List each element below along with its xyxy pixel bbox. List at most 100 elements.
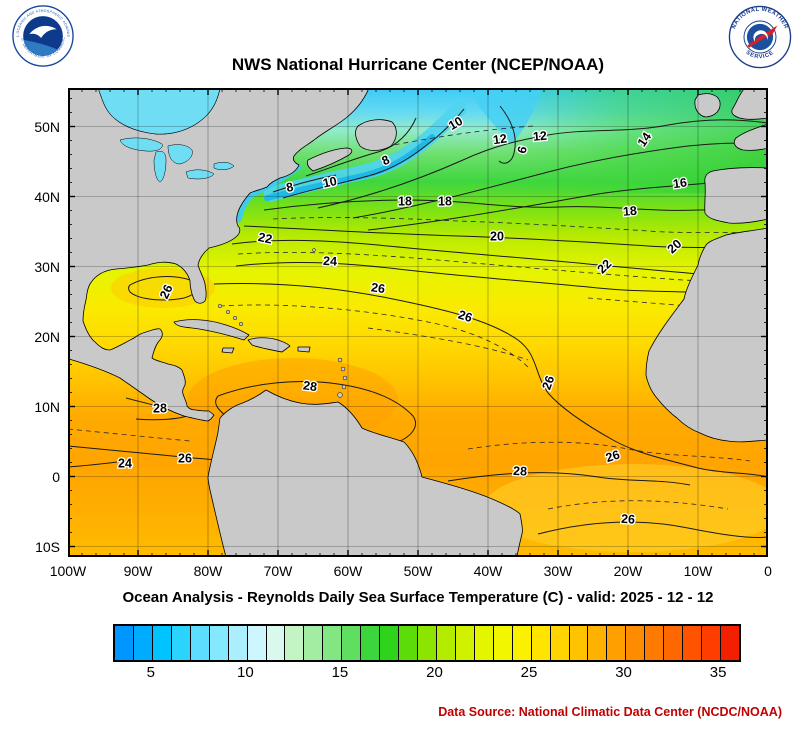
temperature-colorbar <box>113 624 741 662</box>
contour-label: 18 <box>438 194 452 208</box>
y-axis-label: 10S <box>35 538 60 555</box>
colorbar-tick-label: 25 <box>520 664 538 681</box>
nws-logo: NATIONAL WEATHER SERVICE <box>728 5 792 74</box>
contour-label: 12 <box>532 129 547 144</box>
nws-red-swoosh-icon <box>747 25 778 48</box>
sst-map: 8 8 10 10 6 12 12 14 16 18 18 18 20 20 22 22 24 24 26 26 26 2… <box>68 88 768 557</box>
contour-28-south <box>447 472 691 486</box>
colorbar-cell <box>418 626 437 660</box>
x-axis-label: 90W <box>123 563 153 579</box>
x-axis-label: 80W <box>193 563 223 579</box>
colorbar-cell <box>455 626 475 660</box>
colorbar-tick-label: 30 <box>615 664 632 681</box>
y-axis-label: 0 <box>52 468 60 485</box>
contour-label: 26 <box>370 280 386 296</box>
colorbar-cell <box>342 626 362 660</box>
contour-label: 26 <box>604 448 622 466</box>
colorbar-cell <box>569 626 589 660</box>
land-britain <box>731 88 768 120</box>
lake-erie <box>185 169 215 180</box>
contour-label: 24 <box>118 456 132 470</box>
small-islands <box>217 248 348 398</box>
land-cuba <box>173 319 250 341</box>
land-newfoundland <box>355 119 397 151</box>
y-axis-label: 50N <box>34 118 60 135</box>
colorbar-cell <box>285 626 305 660</box>
colorbar-cell <box>361 626 381 660</box>
contour-label: 20 <box>490 229 504 243</box>
contour-label: 12 <box>492 131 508 147</box>
colorbar-cell <box>152 626 172 660</box>
contour-label: 26 <box>621 512 636 527</box>
contour-10 <box>282 108 465 199</box>
noaa-logo-svg: NATIONAL OCEANIC AND ATMOSPHERIC ADMINIS… <box>11 2 74 67</box>
colorbar-tick-label: 20 <box>426 664 443 681</box>
colorbar-tick-label: 35 <box>709 664 727 681</box>
contour-26-south <box>537 521 768 538</box>
land-iberia <box>704 167 768 224</box>
nws-ring-text-bottom: SERVICE <box>745 50 776 61</box>
colorbar-cell <box>399 626 418 660</box>
island-bermuda <box>312 248 316 252</box>
colorbar-tick-labels: 5 10 15 20 25 30 35 <box>113 664 737 686</box>
land-africa <box>645 227 768 443</box>
colorbar-cell <box>247 626 267 660</box>
noaa-logo: NATIONAL OCEANIC AND ATMOSPHERIC ADMINIS… <box>11 2 74 72</box>
water-hudson-bay <box>97 88 221 135</box>
lake-ontario <box>213 162 235 170</box>
contour-label: 26 <box>456 308 474 326</box>
contour-label: 28 <box>513 464 528 479</box>
x-axis-label: 70W <box>263 563 293 579</box>
contour-label: 18 <box>398 194 412 208</box>
colorbar-cell <box>228 626 248 660</box>
land-jamaica <box>221 347 235 354</box>
land-north-america <box>68 88 370 422</box>
colorbar-cell <box>550 626 570 660</box>
contour-24-pacific <box>68 459 131 468</box>
contour-label: 16 <box>672 175 688 191</box>
colorbar-tick-label: 5 <box>146 664 155 681</box>
contour-label: 10 <box>322 174 339 191</box>
colorbar-cell <box>380 626 400 660</box>
y-axis-label: 40N <box>34 188 60 205</box>
x-axis-label: 100W <box>49 563 87 579</box>
colorbar-cell <box>493 626 513 660</box>
land-ireland <box>694 93 721 118</box>
colorbar-cell <box>474 626 494 660</box>
colorbar-cell <box>588 626 608 660</box>
contour-12 <box>317 119 768 209</box>
colorbar-cell <box>721 626 739 660</box>
noaa-gull-icon <box>29 25 57 38</box>
colorbar-cell <box>133 626 153 660</box>
x-axis-label: 40W <box>473 563 503 579</box>
lake-huron <box>167 144 193 165</box>
contour-label: 26 <box>178 451 192 465</box>
colorbar-cell <box>209 626 229 660</box>
colorbar-cell <box>304 626 324 660</box>
contour-label: 18 <box>622 204 637 219</box>
x-axis-label: 50W <box>403 563 433 579</box>
land-masses <box>68 88 768 557</box>
x-axis-label: 30W <box>543 563 573 579</box>
lake-michigan <box>153 151 167 183</box>
colorbar-cell <box>512 626 532 660</box>
colorbar-cell <box>531 626 551 660</box>
colorbar-cell <box>190 626 210 660</box>
land-hispaniola <box>247 337 291 353</box>
nws-hurricane-icon <box>753 30 768 42</box>
page-title: NWS National Hurricane Center (NCEP/NOAA… <box>231 55 605 74</box>
colorbar-cell <box>323 626 343 660</box>
x-axis-label: 60W <box>333 563 363 579</box>
colorbar-cell <box>266 626 286 660</box>
x-axis-label: 10W <box>683 563 713 579</box>
contour-14 <box>352 142 768 219</box>
y-axis-label: 20N <box>34 328 60 345</box>
contour-label: 24 <box>323 254 338 269</box>
noaa-seal-sea <box>23 39 58 56</box>
data-source-credit: Data Source: National Climatic Data Cent… <box>438 705 782 719</box>
contour-8b <box>272 174 337 193</box>
colorbar-cell <box>171 626 191 660</box>
